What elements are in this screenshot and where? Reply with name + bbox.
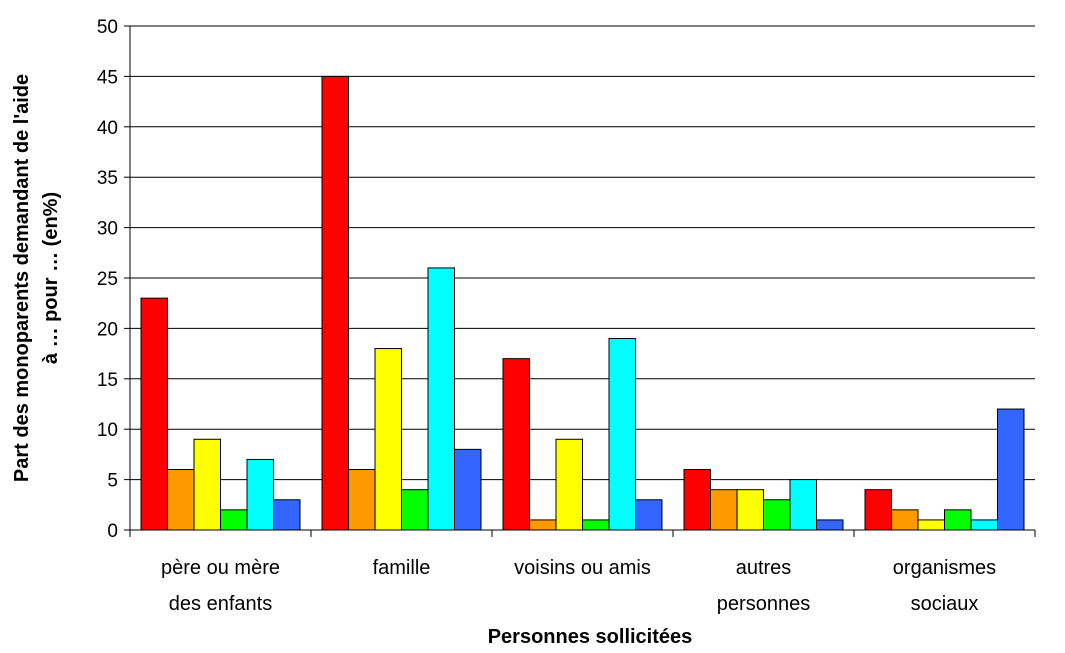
bar	[193, 438, 221, 531]
bar	[401, 489, 429, 531]
bar	[970, 519, 998, 531]
bar	[864, 489, 892, 531]
bar	[140, 297, 168, 531]
x-category-label: sociaux	[911, 593, 979, 615]
y-tick-label: 20	[97, 319, 118, 340]
bar	[374, 348, 402, 531]
x-category-label: des enfants	[169, 593, 272, 615]
bar	[582, 519, 610, 531]
y-tick-label: 15	[97, 370, 118, 391]
y-tick-labels: 0 5 10 15 20 25 30 35 40 45 50	[97, 17, 118, 542]
bar	[816, 519, 844, 531]
bar	[917, 519, 945, 531]
bar	[635, 499, 663, 531]
bar	[608, 337, 636, 531]
bar	[891, 509, 919, 531]
x-category-label: organismes	[893, 557, 996, 579]
y-tick-label: 40	[97, 118, 118, 139]
bar	[454, 448, 482, 531]
bar	[427, 267, 455, 531]
bar	[348, 469, 376, 531]
gridlines	[130, 25, 1035, 481]
bar	[502, 358, 530, 531]
bar	[321, 75, 349, 531]
bar	[736, 489, 764, 531]
x-category-label: personnes	[717, 593, 810, 615]
x-category-label: famille	[373, 557, 431, 579]
x-category-labels: père ou mère des enfants famille voisins ou…	[161, 557, 996, 615]
y-axis-title-line: à … pour … (en%)	[40, 192, 62, 364]
bar	[944, 509, 972, 531]
bar	[763, 499, 791, 531]
bar	[529, 519, 557, 531]
x-category-label: voisins ou amis	[514, 557, 651, 579]
y-tick-label: 50	[97, 17, 118, 38]
bar	[997, 408, 1025, 531]
y-axis-title-line: Part des monoparents demandant de l'aide	[11, 74, 33, 482]
y-tick-label: 30	[97, 219, 118, 240]
bar	[710, 489, 738, 531]
bar	[273, 499, 301, 531]
x-category-label: père ou mère	[161, 557, 280, 579]
y-tick-label: 35	[97, 168, 118, 189]
bars	[140, 75, 1025, 531]
y-tick-label: 5	[107, 471, 118, 492]
y-axis-title: Part des monoparents demandant de l'aide…	[11, 74, 62, 482]
x-axis-title: Personnes sollicitées	[488, 626, 693, 648]
axes	[124, 25, 1036, 537]
bar	[220, 509, 248, 531]
y-tick-label: 0	[107, 521, 118, 542]
bar	[246, 458, 274, 531]
bar	[683, 469, 711, 531]
y-tick-label: 45	[97, 67, 118, 88]
bar	[555, 438, 583, 531]
x-category-label: autres	[736, 557, 792, 579]
y-tick-label: 25	[97, 269, 118, 290]
bar	[789, 479, 817, 531]
bar	[167, 469, 195, 531]
y-tick-label: 10	[97, 420, 118, 441]
